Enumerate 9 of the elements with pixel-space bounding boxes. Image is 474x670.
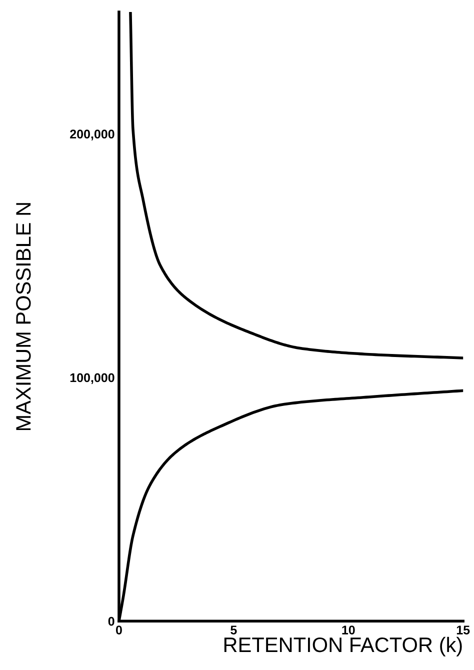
y-tick-label: 0 bbox=[108, 616, 114, 626]
x-axis-title: RETENTION FACTOR (k) bbox=[224, 636, 462, 656]
x-tick-label: 15 bbox=[456, 626, 470, 634]
x-tick-label: 0 bbox=[116, 626, 122, 634]
x-tick-label: 5 bbox=[230, 626, 237, 634]
x-tick-label: 10 bbox=[342, 626, 355, 634]
y-axis-title: MAXIMUM POSSIBLE N bbox=[16, 203, 31, 430]
y-tick-label: 200,000 bbox=[70, 130, 114, 140]
y-tick-label: 100,000 bbox=[70, 373, 114, 384]
